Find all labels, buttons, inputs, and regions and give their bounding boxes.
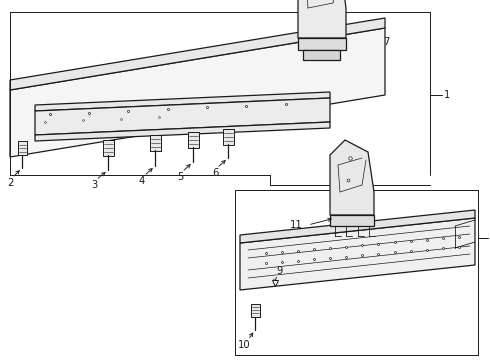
Polygon shape [188,132,198,148]
Polygon shape [298,38,346,50]
Polygon shape [240,210,475,243]
Polygon shape [330,215,374,226]
Polygon shape [35,98,330,135]
Text: 11: 11 [290,220,303,230]
Polygon shape [35,92,330,111]
Text: 7: 7 [383,37,390,47]
Text: 9: 9 [277,266,283,276]
Text: 5: 5 [177,172,183,182]
Text: 2: 2 [7,178,13,188]
Polygon shape [35,122,330,141]
Polygon shape [240,218,475,290]
Text: 10: 10 [238,340,250,350]
Polygon shape [250,303,260,316]
Polygon shape [102,140,114,156]
Polygon shape [298,0,346,38]
Text: 8: 8 [489,233,490,243]
Text: 6: 6 [212,168,218,178]
Polygon shape [10,28,385,157]
Polygon shape [303,50,340,60]
Polygon shape [10,18,385,90]
Polygon shape [149,135,161,151]
Text: 1: 1 [444,90,450,100]
Text: 4: 4 [139,176,145,186]
Polygon shape [330,140,374,215]
Polygon shape [222,129,234,145]
Text: 3: 3 [91,180,97,190]
Polygon shape [18,141,26,155]
